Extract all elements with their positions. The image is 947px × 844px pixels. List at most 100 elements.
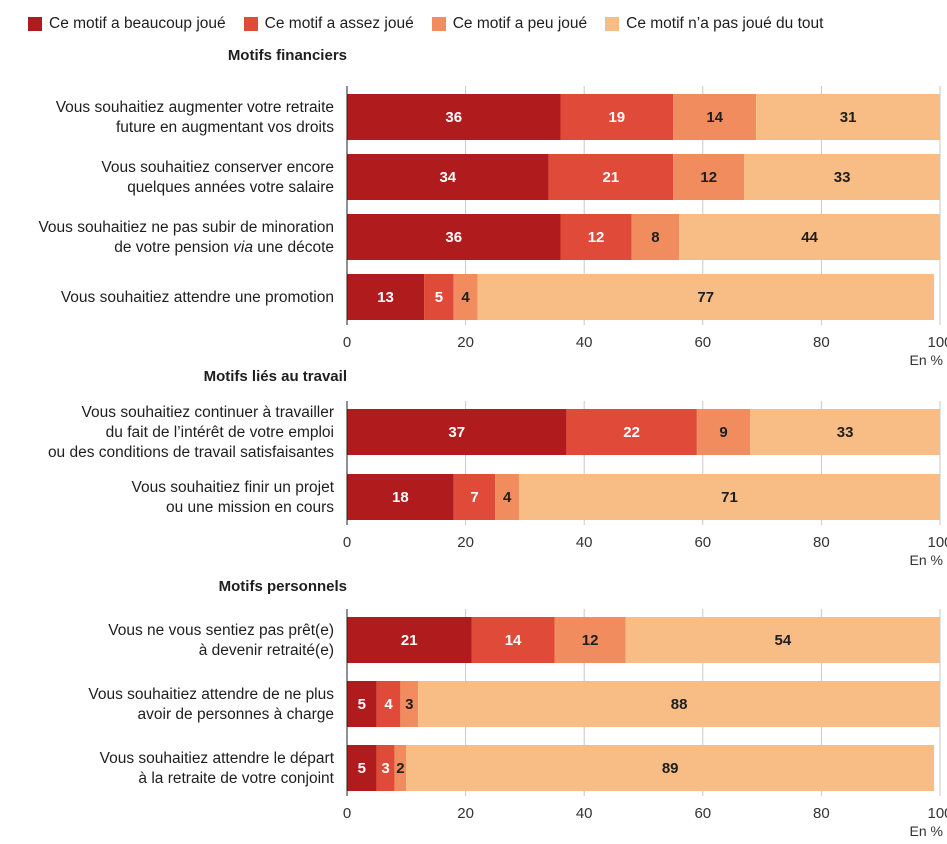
category-label-line: Vous souhaitiez attendre le départ [100, 750, 335, 767]
data-label: 71 [721, 489, 738, 506]
data-label: 2 [396, 760, 404, 777]
legend-label: Ce motif a assez joué [264, 15, 414, 32]
bar-segment [400, 681, 419, 727]
data-label: 4 [461, 289, 470, 306]
bar-segment [347, 409, 567, 455]
panel-title: Motifs personnels [219, 578, 347, 595]
data-label: 33 [834, 169, 851, 186]
data-label: 5 [358, 696, 366, 713]
category-label-line: Vous souhaitiez augmenter votre retraite [56, 99, 334, 116]
tick-label: 20 [457, 334, 474, 351]
category-label-line: à devenir retraité(e) [199, 642, 334, 659]
data-label: 4 [503, 489, 512, 506]
bar-segment [347, 214, 561, 260]
bar-segment [560, 214, 632, 260]
bar-segment [347, 94, 561, 140]
category-label: Vous souhaitiez attendre de ne plus avoir… [88, 686, 334, 723]
bar-segment [424, 274, 454, 320]
data-label: 89 [662, 760, 679, 777]
legend-swatch [243, 17, 258, 31]
data-label: 14 [505, 632, 522, 649]
bar-segment [750, 409, 940, 455]
unit-label: En % [910, 823, 943, 839]
category-label-fragment: une décote [253, 239, 334, 256]
data-label: 5 [358, 760, 366, 777]
legend-item: Ce motif a peu joué [431, 15, 588, 33]
tick-label: 80 [813, 334, 830, 351]
category-label-line: Vous souhaitiez ne pas subir de minorati… [38, 219, 334, 236]
tick-label: 0 [343, 805, 351, 822]
category-label: Vous souhaitiez finir un projet ou une mi… [132, 479, 335, 516]
bar-segment [347, 617, 472, 663]
bar-segment [418, 681, 940, 727]
bar-segment [376, 681, 401, 727]
bar-segment [679, 214, 940, 260]
category-label-line: de votre pension via une décote [114, 239, 334, 256]
data-label: 31 [840, 109, 857, 126]
bar-segment [471, 617, 555, 663]
data-label: 36 [445, 229, 462, 246]
data-label: 4 [384, 696, 393, 713]
category-label-line: Vous souhaitiez attendre de ne plus [88, 686, 334, 703]
legend-item: Ce motif a assez joué [243, 15, 414, 33]
bar-segment [347, 745, 377, 791]
data-label: 14 [706, 109, 723, 126]
category-label: Vous souhaitiez ne pas subir de minorati… [38, 219, 334, 256]
tick-label: 40 [576, 334, 593, 351]
bar-segment [453, 274, 478, 320]
category-label-line: future en augmentant vos droits [116, 119, 334, 136]
data-label: 34 [439, 169, 456, 186]
tick-label: 60 [694, 534, 711, 551]
bar-segment [406, 745, 935, 791]
category-label: Vous souhaitiez attendre le départ à la r… [100, 750, 335, 787]
bar-segment [495, 474, 519, 520]
data-label: 12 [582, 632, 599, 649]
tick-label: 20 [457, 534, 474, 551]
bar-segment [560, 94, 674, 140]
data-label: 12 [700, 169, 717, 186]
bar-segment [376, 745, 395, 791]
bar-segment [696, 409, 751, 455]
bar-segment [477, 274, 935, 320]
category-label-line: ou une mission en cours [166, 499, 334, 516]
tick-label: 100 [927, 805, 947, 822]
category-label-line: ou des conditions de travail satisfaisan… [48, 444, 334, 461]
data-label: 3 [381, 760, 389, 777]
bar-segment [625, 617, 940, 663]
data-label: 36 [445, 109, 462, 126]
data-label: 77 [697, 289, 714, 306]
legend-label: Ce motif a peu joué [452, 15, 588, 32]
category-label-line: Vous souhaitiez conserver encore [101, 159, 334, 176]
legend-label: Ce motif n’a pas joué du tout [626, 15, 824, 32]
bar-segment [566, 409, 697, 455]
tick-label: 40 [576, 534, 593, 551]
data-label: 8 [651, 229, 659, 246]
bar-segment [347, 274, 425, 320]
data-label: 22 [623, 424, 640, 441]
bar-segment [744, 154, 940, 200]
data-label: 21 [401, 632, 418, 649]
tick-label: 20 [457, 805, 474, 822]
data-label: 13 [377, 289, 394, 306]
data-label: 3 [405, 696, 413, 713]
data-label: 12 [588, 229, 605, 246]
bar-segment [756, 94, 940, 140]
category-label-line: du fait de l’intérêt de votre emploi [106, 424, 334, 441]
tick-label: 100 [927, 334, 947, 351]
legend-swatch [28, 17, 42, 31]
bar-segment [347, 474, 454, 520]
category-label-line: avoir de personnes à charge [138, 706, 334, 723]
category-label: Vous souhaitiez augmenter votre retraite… [56, 99, 335, 136]
category-label-line: Vous souhaitiez continuer à travailler [82, 404, 334, 421]
legend-item: Ce motif a beaucoup joué [28, 15, 226, 33]
data-label: 7 [470, 489, 478, 506]
bar-segment [554, 617, 626, 663]
panel-title: Motifs financiers [228, 47, 347, 64]
tick-label: 60 [694, 805, 711, 822]
bar-segment [347, 681, 377, 727]
bar-segment [548, 154, 674, 200]
data-label: 88 [671, 696, 688, 713]
legend-label: Ce motif a beaucoup joué [49, 15, 226, 32]
data-label: 21 [603, 169, 620, 186]
